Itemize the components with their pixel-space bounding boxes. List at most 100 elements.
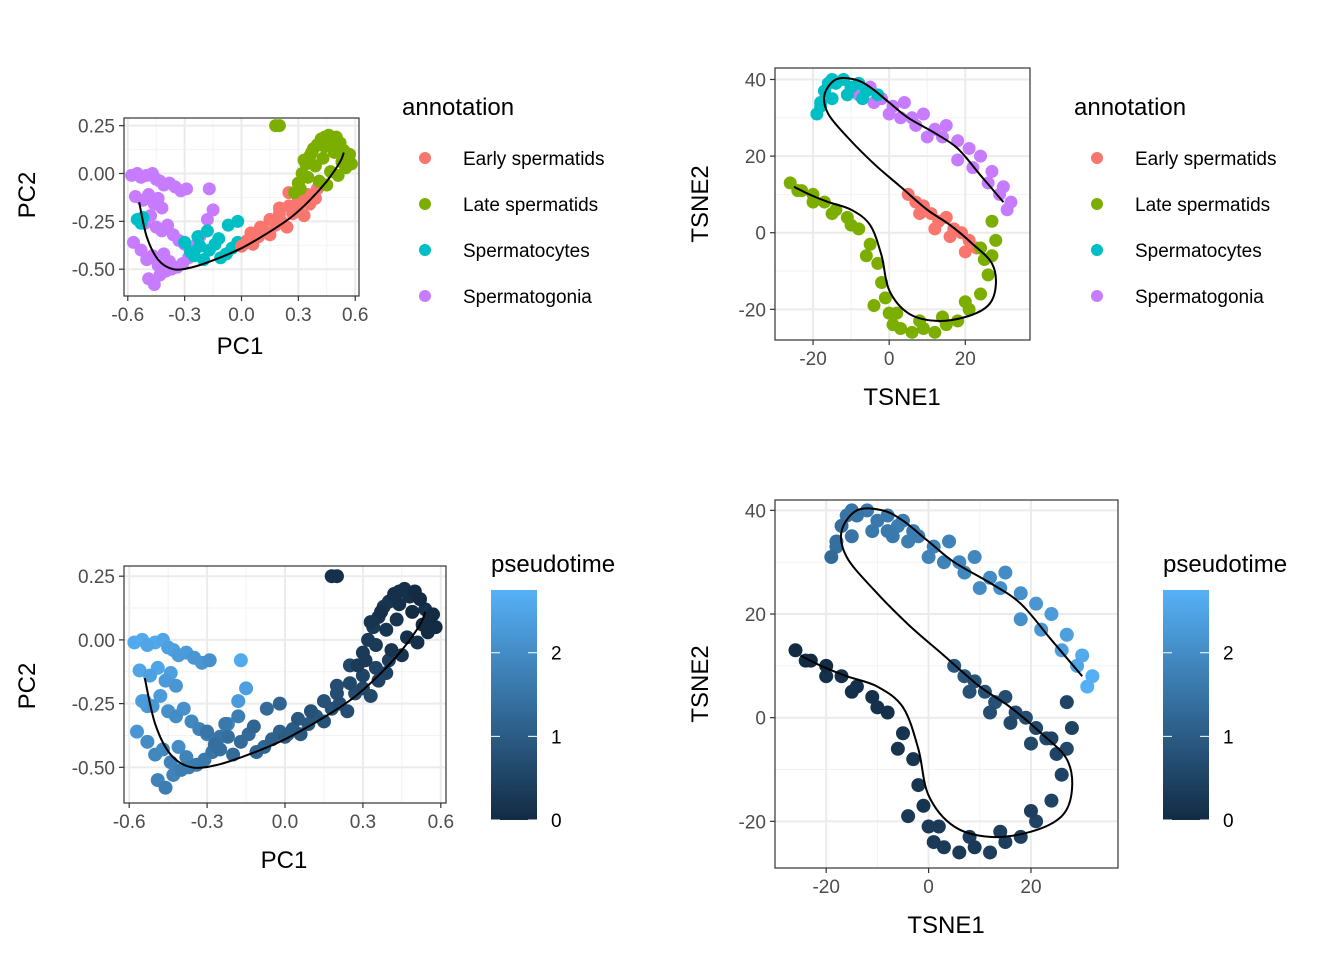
point: [921, 819, 936, 834]
x-tick-label: -0.6: [111, 305, 144, 326]
point: [400, 630, 415, 645]
point: [329, 569, 344, 584]
point: [218, 717, 233, 731]
panel-border: [774, 67, 1031, 341]
point: [140, 734, 155, 749]
point: [998, 835, 1013, 850]
point-spermatogonia: [1000, 203, 1014, 217]
point: [1018, 710, 1033, 725]
point-late-spermatids: [305, 145, 319, 159]
y-tick-label: 0.25: [78, 567, 115, 588]
tsne-pseudotime-legend: pseudotime 0 1 2: [1163, 551, 1287, 832]
colorbar-tick-label: 0: [551, 811, 562, 832]
point-spermatogonia: [920, 130, 934, 144]
point: [168, 709, 183, 724]
point: [972, 581, 987, 596]
pca-pseudotime-y-axis-title: PC2: [14, 663, 41, 710]
point: [394, 648, 409, 663]
point-spermatocytes: [178, 235, 192, 249]
tsne-pseudotime-panel: -20 0 20 -20 0 20 40 TSNE1 TSNE2 pseudotime 0 1…: [687, 499, 1287, 939]
point-late-spermatids: [859, 249, 873, 263]
point: [1029, 596, 1044, 611]
x-tick-label: 0: [884, 349, 895, 370]
point-late-spermatids: [951, 314, 965, 328]
legend-label-spermatocytes: Spermatocytes: [1135, 241, 1262, 262]
pca-pseudotime-plot-area: -0.6 -0.3 0.0 0.3 0.6 -0.50 -0.25 0.00 0.25: [72, 565, 454, 833]
point: [413, 592, 428, 607]
point-late-spermatids: [316, 151, 330, 165]
legend-label-spermatogonia: Spermatogonia: [463, 287, 592, 308]
point-late-spermatids: [974, 241, 988, 255]
x-tick-label: 20: [1020, 877, 1041, 898]
point-late-spermatids: [928, 325, 942, 339]
point-spermatocytes: [191, 230, 205, 244]
legend-label-late-spermatids: Late spermatids: [463, 195, 598, 216]
colorbar-tick-label: 2: [1223, 644, 1234, 665]
point: [363, 615, 378, 630]
point: [316, 694, 331, 709]
axis-ticks: -20 0 20 -20 0 20 40: [739, 501, 1042, 898]
point-spermatogonia: [145, 249, 159, 263]
point: [865, 524, 880, 539]
points: [127, 569, 443, 795]
point: [389, 612, 404, 627]
point: [363, 688, 378, 703]
point: [1044, 793, 1059, 808]
trajectory-curve: [143, 611, 427, 769]
point-early-spermatids: [913, 207, 927, 221]
y-tick-label: -0.25: [72, 212, 115, 233]
point: [1023, 736, 1038, 751]
trajectory-curve: [138, 152, 345, 271]
legend-key-late-spermatids: [1091, 198, 1103, 210]
point: [936, 555, 951, 570]
point: [865, 689, 880, 704]
x-tick-label: -20: [812, 877, 839, 898]
point: [129, 724, 144, 739]
colorbar-title: pseudotime: [491, 551, 615, 578]
point: [885, 529, 900, 544]
point-late-spermatids: [985, 214, 999, 228]
point: [290, 711, 305, 726]
legend-key-spermatogonia: [1091, 290, 1103, 302]
colorbar-tick-label: 1: [1223, 727, 1234, 748]
point: [426, 607, 441, 622]
point: [952, 555, 967, 570]
point-spermatocytes: [825, 92, 839, 106]
y-tick-label: -20: [739, 812, 766, 833]
point: [967, 550, 982, 565]
point: [870, 700, 885, 715]
point-late-spermatids: [981, 268, 995, 282]
panel-border: [774, 499, 1119, 869]
point: [936, 840, 951, 855]
point-late-spermatids: [343, 147, 357, 161]
point-late-spermatids: [844, 218, 858, 232]
point: [957, 565, 972, 580]
y-tick-label: -0.25: [72, 695, 115, 716]
legend-label-spermatocytes: Spermatocytes: [463, 241, 590, 262]
point: [962, 684, 977, 699]
point-spermatogonia: [202, 182, 216, 196]
point-late-spermatids: [958, 295, 972, 309]
point-spermatogonia: [993, 187, 1007, 201]
y-tick-label: 0: [755, 224, 766, 245]
y-tick-label: 40: [745, 70, 766, 91]
point-late-spermatids: [894, 322, 908, 336]
legend-label-late-spermatids: Late spermatids: [1135, 195, 1270, 216]
point: [1085, 669, 1100, 684]
x-tick-label: 0: [923, 877, 934, 898]
point: [901, 809, 916, 824]
point-spermatocytes: [856, 92, 870, 106]
pca-annotation-panel: -0.6 -0.3 0.0 0.3 0.6-0.50-0.250.000.25 PC1 …: [14, 94, 605, 360]
point: [171, 739, 186, 754]
legend-key-early-spermatids: [1091, 152, 1103, 164]
point-spermatogonia: [134, 243, 148, 257]
point-early-spermatids: [280, 220, 294, 234]
pca-annotation-x-axis-title: PC1: [217, 333, 264, 360]
point-spermatocytes: [840, 88, 854, 102]
point: [890, 741, 905, 756]
point-late-spermatids: [863, 237, 877, 251]
point-late-spermatids: [320, 178, 334, 192]
legend-label-early-spermatids: Early spermatids: [1135, 149, 1277, 170]
point-spermatogonia: [155, 201, 169, 215]
point: [921, 550, 936, 565]
